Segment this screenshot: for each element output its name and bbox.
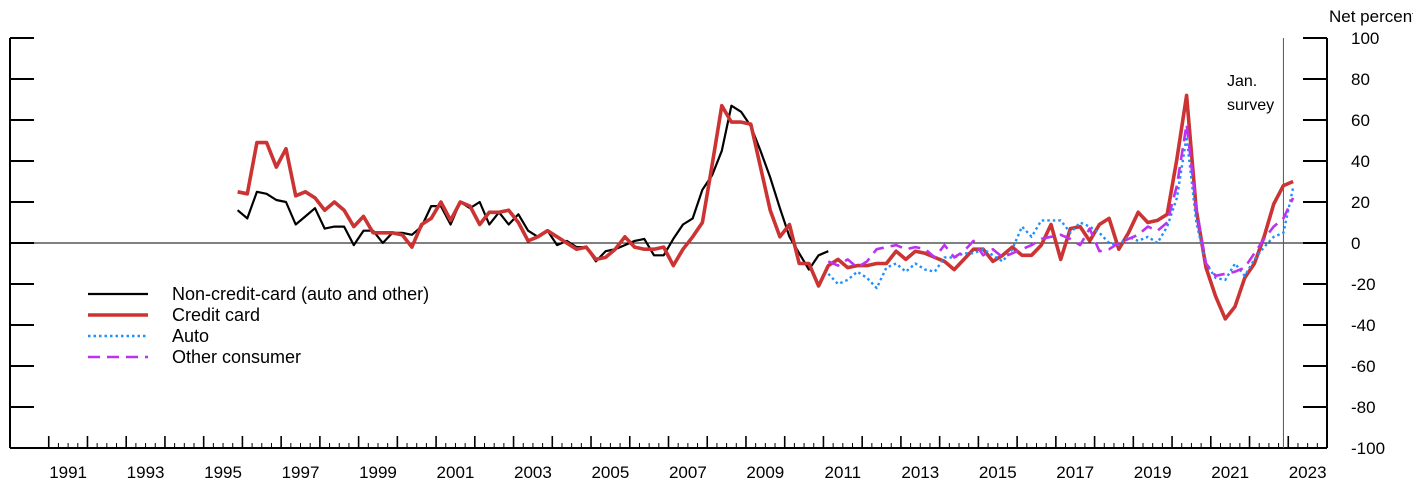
tick-labels: -100 -80 -60 -40 -20 0 20 40 60 80 100 1991 1993 1995…: [49, 29, 1385, 482]
y-axis-label: Net percent: [1329, 7, 1413, 26]
x-tick-label: 1991: [49, 463, 87, 482]
legend-label-1: Non-credit-card (auto and other): [172, 284, 429, 304]
y-tick-label: 0: [1351, 234, 1360, 253]
x-tick-label: 2015: [979, 463, 1017, 482]
x-tick-label: 1995: [204, 463, 242, 482]
y-tick-label: -100: [1351, 439, 1385, 458]
y-tick-label: 60: [1351, 111, 1370, 130]
y-tick-label: 20: [1351, 193, 1370, 212]
annotation-line1: Jan.: [1227, 73, 1257, 90]
y-tick-label: -80: [1351, 398, 1376, 417]
x-tick-label: 2023: [1289, 463, 1327, 482]
x-tick-label: 2003: [514, 463, 552, 482]
x-tick-label: 2011: [825, 463, 862, 482]
legend-label-4: Other consumer: [172, 347, 301, 367]
legend: Non-credit-card (auto and other)Credit c…: [88, 284, 429, 367]
legend-label-3: Auto: [172, 326, 209, 346]
x-tick-label: 1993: [127, 463, 165, 482]
y-tick-label: -40: [1351, 316, 1376, 335]
legend-label-2: Credit card: [172, 305, 260, 325]
y-tick-label: 40: [1351, 152, 1370, 171]
x-tick-label: 1999: [359, 463, 397, 482]
y-tick-label: 100: [1351, 29, 1379, 48]
y-tick-label: -60: [1351, 357, 1376, 376]
series-line-4: [827, 122, 1295, 278]
series-line-1: [236, 104, 829, 271]
x-tick-label: 2009: [746, 463, 784, 482]
x-tick-label: 2007: [669, 463, 707, 482]
series-lines: [236, 93, 1295, 321]
x-tick-label: 2019: [1134, 463, 1172, 482]
y-tick-label: 80: [1351, 70, 1370, 89]
tick-marks: [10, 37, 1328, 448]
x-tick-label: 2017: [1056, 463, 1094, 482]
x-tick-label: 2013: [901, 463, 939, 482]
x-tick-label: 2021: [1211, 463, 1249, 482]
x-tick-label: 1997: [282, 463, 320, 482]
annotation-line2: survey: [1227, 97, 1274, 114]
x-tick-label: 2005: [591, 463, 629, 482]
series-line-3: [827, 135, 1295, 290]
x-tick-label: 2001: [437, 463, 475, 482]
y-tick-label: -20: [1351, 275, 1376, 294]
